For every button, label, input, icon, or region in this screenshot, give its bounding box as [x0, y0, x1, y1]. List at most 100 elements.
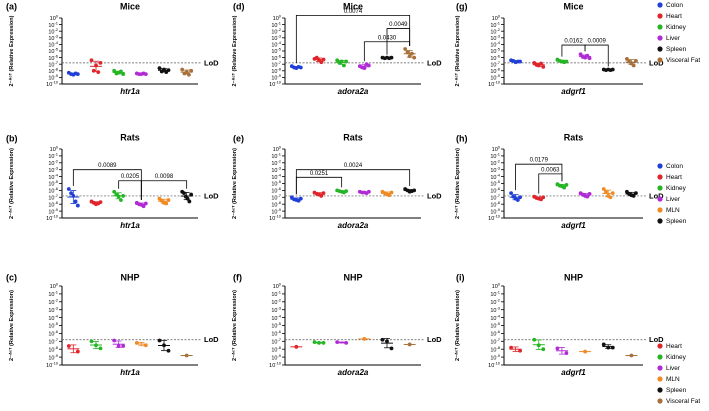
data-point — [407, 54, 412, 59]
lod-label: LoD — [204, 191, 219, 200]
data-point — [610, 191, 615, 196]
legend-marker — [657, 24, 663, 30]
lod-label: LoD — [649, 191, 664, 200]
data-point — [625, 57, 629, 61]
data-point — [91, 68, 96, 73]
x-axis-label: adgrf1 — [561, 221, 586, 230]
legend-label: MLN — [666, 207, 680, 214]
y-tick-label: 10-8 — [271, 67, 281, 75]
y-tick-label: 10-4 — [271, 313, 281, 321]
data-point — [387, 193, 392, 198]
y-tick-label: 10-4 — [48, 40, 58, 48]
data-point — [389, 55, 394, 60]
y-tick-label: 10-5 — [48, 179, 58, 187]
y-tick-label: 10-1 — [490, 290, 500, 298]
data-point — [321, 57, 326, 62]
data-point — [98, 200, 103, 205]
data-point — [389, 346, 394, 351]
legend-marker — [657, 376, 663, 382]
data-point — [134, 340, 139, 345]
y-tick-label: 10-3 — [48, 34, 58, 42]
y-tick-label: 10-8 — [490, 200, 500, 208]
data-point — [518, 195, 522, 200]
y-tick-label: 100 — [273, 14, 282, 22]
y-tick-label: 10-6 — [48, 53, 58, 61]
x-axis-label: adora2a — [338, 368, 369, 377]
data-point — [166, 68, 171, 73]
panel-label: (g) — [456, 1, 468, 11]
panel-label: (h) — [456, 133, 468, 143]
y-tick-label: 10-10 — [46, 361, 59, 369]
panel-title: NHP — [343, 272, 362, 282]
legend-label: Spleen — [666, 387, 687, 394]
data-point — [606, 345, 611, 350]
y-tick-label: 10-7 — [271, 337, 281, 345]
p-value-label: 0.0251 — [310, 171, 329, 177]
data-point — [604, 189, 608, 194]
y-axis-title: 2⁻ᐞᶜᵀ (Relative Expression) — [454, 290, 461, 361]
y-tick-label: 10-1 — [48, 20, 58, 28]
panel-title: Rats — [343, 132, 363, 142]
data-point — [314, 55, 319, 60]
y-tick-label: 10-2 — [48, 159, 58, 167]
y-axis-title: 2⁻ᐞᶜᵀ (Relative Expression) — [231, 148, 238, 219]
data-point — [583, 349, 587, 354]
x-axis-label: adgrf1 — [561, 87, 586, 96]
y-tick-label: 10-3 — [48, 305, 58, 313]
p-value-label: 0.0063 — [541, 167, 560, 173]
data-point — [121, 344, 126, 348]
y-tick-label: 10-9 — [490, 73, 500, 81]
legend-label: Colon — [666, 163, 683, 170]
legend-marker — [657, 185, 663, 191]
y-tick-label: 10-8 — [490, 345, 500, 353]
data-point — [541, 64, 546, 69]
data-point — [89, 339, 94, 344]
data-point — [141, 204, 146, 209]
data-point — [541, 195, 546, 200]
legend-label: Heart — [666, 343, 682, 350]
panel-label: (b) — [6, 133, 18, 143]
data-point — [112, 68, 117, 73]
legend-marker — [657, 57, 663, 63]
legend-marker — [657, 2, 663, 8]
x-axis-label: adora2a — [338, 221, 369, 230]
y-tick-label: 10-4 — [48, 172, 58, 180]
panel-title: NHP — [564, 272, 583, 282]
panel-title: Rats — [564, 132, 584, 142]
data-point — [564, 351, 569, 356]
y-tick-label: 10-8 — [48, 345, 58, 353]
y-tick-label: 10-4 — [490, 172, 500, 180]
data-point — [98, 346, 103, 351]
legend-marker — [657, 218, 663, 224]
data-point — [66, 187, 71, 191]
y-tick-label: 10-9 — [490, 207, 500, 215]
data-point — [412, 188, 417, 193]
panel-title: Mice — [563, 1, 583, 11]
significance-bracket — [295, 169, 411, 195]
data-point — [380, 337, 385, 342]
data-point — [184, 353, 189, 358]
legend-label: Spleen — [666, 46, 687, 53]
data-point — [119, 69, 123, 74]
data-point — [564, 182, 569, 187]
legend-marker — [657, 354, 663, 360]
y-tick-label: 10-7 — [490, 60, 500, 68]
y-axis-title: 2⁻ᐞᶜᵀ (Relative Expression) — [231, 290, 238, 361]
y-tick-label: 10-4 — [490, 40, 500, 48]
y-tick-label: 100 — [50, 14, 59, 22]
lod-label: LoD — [204, 58, 219, 67]
legend-marker — [657, 13, 663, 19]
significance-bracket — [515, 163, 563, 191]
y-tick-label: 10-1 — [490, 152, 500, 160]
lod-label: LoD — [427, 191, 442, 200]
y-tick-label: 10-8 — [271, 345, 281, 353]
legend-marker — [657, 398, 663, 404]
significance-bracket — [538, 173, 563, 194]
y-tick-label: 10-9 — [490, 353, 500, 361]
y-tick-label: 10-1 — [490, 20, 500, 28]
data-point — [75, 349, 80, 354]
y-tick-label: 10-10 — [488, 214, 501, 222]
data-point — [298, 65, 303, 70]
y-tick-label: 10-10 — [269, 214, 282, 222]
data-point — [75, 72, 80, 76]
